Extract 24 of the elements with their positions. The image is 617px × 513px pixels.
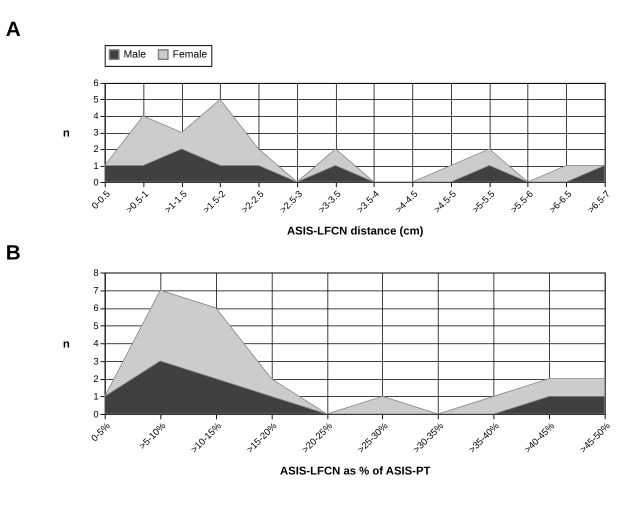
y-axis-title: n <box>62 338 70 351</box>
legend-label: Male <box>124 49 146 60</box>
y-tick-label: 3 <box>93 355 99 366</box>
y-tick-label: 4 <box>93 110 99 122</box>
x-axis-title: ASIS-LFCN as % of ASIS-PT <box>280 465 430 478</box>
y-tick-label: 2 <box>93 143 99 154</box>
chart-title: B <box>6 241 21 264</box>
y-tick-label: 6 <box>93 77 99 88</box>
y-tick-label: 0 <box>93 408 99 420</box>
y-tick-label: 7 <box>93 284 99 296</box>
y-tick-label: 2 <box>93 372 99 384</box>
y-tick-label: 4 <box>93 338 99 349</box>
x-axis-title: ASIS-LFCN distance (cm) <box>286 226 424 238</box>
y-tick-label: 0 <box>93 176 99 188</box>
y-tick-label: 1 <box>93 390 99 402</box>
y-tick-label: 6 <box>93 302 99 314</box>
y-tick-label: 5 <box>93 320 99 331</box>
legend-label: Female <box>172 49 208 60</box>
y-tick-label: 5 <box>93 94 99 105</box>
y-tick-label: 8 <box>93 266 99 278</box>
chart-title: A <box>6 18 21 42</box>
y-axis-title: n <box>62 128 70 140</box>
y-tick-label: 3 <box>93 126 99 138</box>
y-tick-label: 1 <box>93 160 99 171</box>
